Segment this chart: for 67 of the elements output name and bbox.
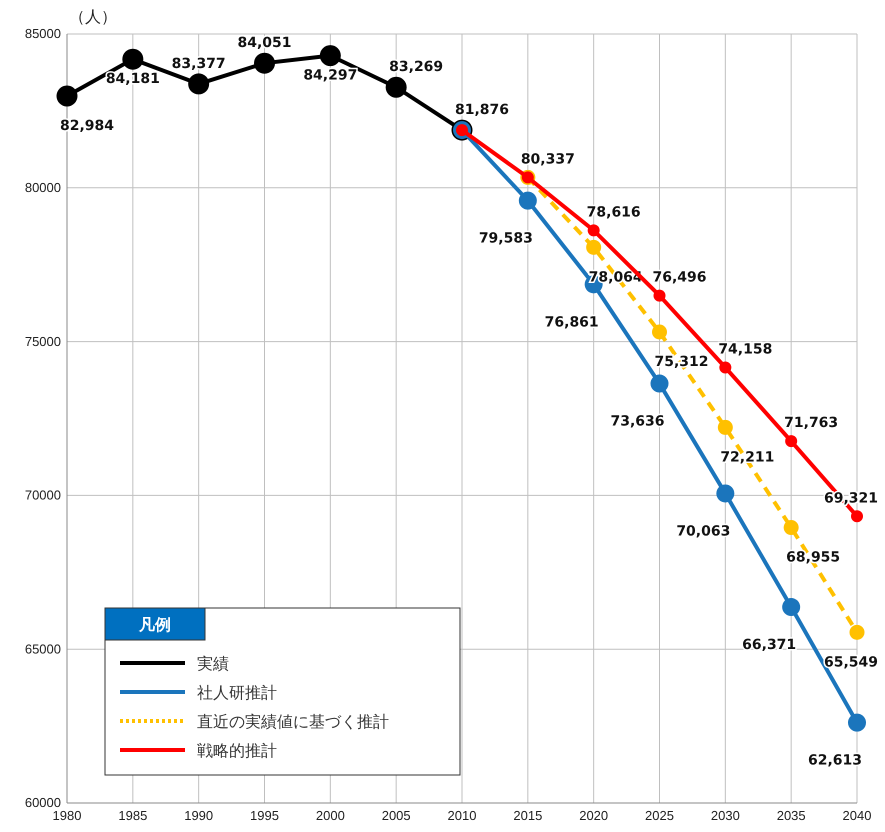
data-label: 84,297 bbox=[303, 68, 358, 84]
legend-label: 戦略的推計 bbox=[197, 741, 277, 760]
point bbox=[56, 86, 78, 107]
data-label: 76,496 bbox=[652, 270, 707, 286]
legend-label: 直近の実績値に基づく推計 bbox=[197, 712, 389, 731]
data-label: 79,583 bbox=[478, 230, 533, 247]
point bbox=[320, 45, 341, 66]
x-tick-label: 2010 bbox=[448, 808, 476, 824]
data-label: 66,371 bbox=[742, 637, 796, 654]
data-label: 84,181 bbox=[106, 71, 160, 88]
x-tick-label: 1985 bbox=[118, 808, 148, 824]
x-tick-label: 1995 bbox=[250, 808, 279, 824]
legend-title: 凡例 bbox=[138, 615, 171, 634]
data-label: 78,616 bbox=[586, 204, 641, 220]
data-label: 68,955 bbox=[786, 550, 840, 566]
point bbox=[188, 73, 210, 94]
x-tick-label: 2005 bbox=[382, 808, 411, 824]
x-tick-label: 1980 bbox=[52, 808, 82, 824]
point bbox=[716, 484, 734, 502]
x-tick-label: 2015 bbox=[513, 808, 542, 824]
data-label: 70,063 bbox=[676, 523, 730, 540]
y-tick-label: 70000 bbox=[24, 488, 61, 503]
point bbox=[718, 420, 733, 435]
data-label: 81,876 bbox=[454, 102, 510, 118]
point bbox=[586, 240, 602, 255]
x-tick-label: 1990 bbox=[184, 808, 214, 824]
x-tick-label: 2020 bbox=[579, 808, 608, 824]
legend-label: 実績 bbox=[197, 654, 229, 673]
point bbox=[386, 76, 407, 98]
y-tick-label: 85000 bbox=[24, 26, 61, 42]
data-label: 71,763 bbox=[784, 415, 838, 432]
data-label: 73,636 bbox=[610, 414, 665, 430]
point bbox=[654, 290, 666, 302]
data-label: 74,158 bbox=[718, 342, 772, 358]
y-tick-label: 60000 bbox=[24, 795, 61, 810]
point bbox=[785, 435, 798, 448]
point bbox=[122, 48, 144, 70]
data-label: 82,984 bbox=[60, 118, 114, 134]
data-label: 76,861 bbox=[544, 314, 599, 330]
data-label: 83,377 bbox=[172, 56, 226, 72]
x-tick-label: 2040 bbox=[842, 808, 872, 824]
point bbox=[650, 374, 668, 393]
data-label: 72,211 bbox=[720, 449, 774, 466]
y-tick-label: 65000 bbox=[24, 641, 61, 656]
data-label: 83,269 bbox=[389, 59, 444, 76]
point bbox=[851, 510, 863, 522]
point bbox=[719, 362, 732, 374]
y-tick-label: 80000 bbox=[24, 180, 61, 195]
legend-label: 社人研推計 bbox=[197, 683, 277, 702]
x-tick-label: 2025 bbox=[645, 808, 674, 824]
data-label: 62,613 bbox=[808, 752, 862, 769]
point bbox=[518, 192, 537, 210]
y-axis-title: （人） bbox=[69, 7, 117, 26]
point bbox=[588, 224, 600, 236]
data-label: 65,549 bbox=[824, 654, 878, 670]
point bbox=[254, 52, 275, 74]
point bbox=[848, 714, 866, 732]
point bbox=[850, 624, 864, 640]
x-tick-label: 2035 bbox=[776, 808, 806, 824]
point bbox=[784, 520, 799, 536]
point bbox=[652, 324, 667, 340]
data-label: 84,051 bbox=[237, 35, 292, 52]
y-tick-label: 75000 bbox=[24, 334, 61, 349]
data-label: 80,337 bbox=[520, 151, 575, 168]
x-tick-label: 2030 bbox=[710, 808, 740, 824]
point bbox=[782, 598, 800, 616]
x-tick-label: 2000 bbox=[316, 808, 345, 824]
